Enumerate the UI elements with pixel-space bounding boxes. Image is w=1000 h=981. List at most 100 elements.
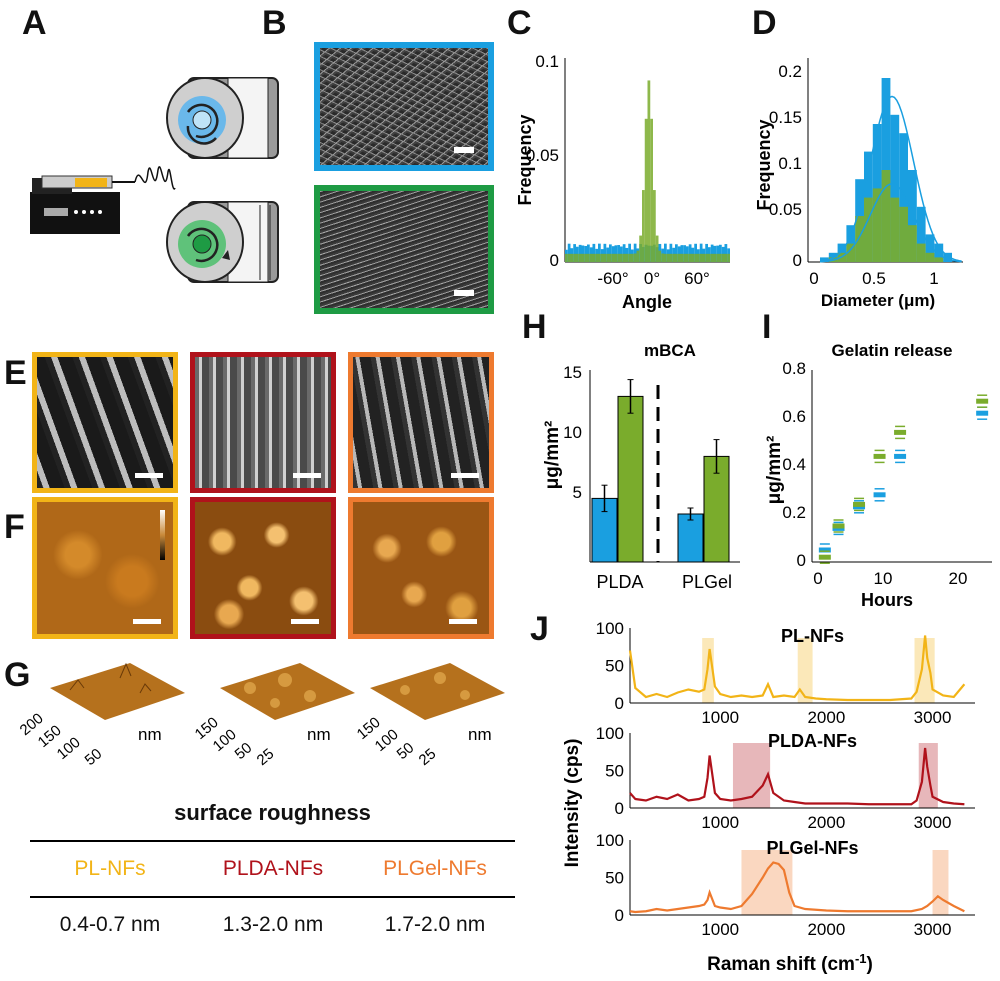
histogram-bar-green bbox=[699, 253, 703, 262]
histogram-bar-green bbox=[567, 253, 571, 262]
histogram-bar-green bbox=[631, 253, 634, 262]
histogram-bar-green bbox=[855, 216, 864, 262]
data-point bbox=[976, 398, 989, 404]
data-point bbox=[853, 501, 866, 507]
x-tick: 2000 bbox=[807, 708, 845, 727]
y-tick: 0 bbox=[615, 694, 624, 713]
spectrum-line bbox=[629, 747, 965, 806]
histogram-bar-green bbox=[570, 253, 574, 262]
afm-image-pl-nfs bbox=[32, 497, 178, 639]
bar bbox=[677, 513, 704, 563]
y-tick: 5 bbox=[573, 483, 582, 502]
histogram-bar-blue bbox=[820, 257, 829, 262]
x-axis-label-text: Raman shift (cm bbox=[707, 954, 855, 975]
axis-unit: nm bbox=[307, 725, 331, 744]
y-tick: 100 bbox=[596, 831, 624, 850]
histogram-bar-green bbox=[716, 253, 719, 262]
x-axis-label: Hours bbox=[861, 590, 913, 610]
rotating-drum-aligned bbox=[166, 201, 279, 283]
table-header-pl-nfs: PL-NFs bbox=[74, 857, 146, 880]
histogram-bar-green bbox=[628, 253, 631, 262]
x-tick: 3000 bbox=[914, 920, 952, 939]
histogram-bar-green bbox=[592, 253, 596, 262]
chart-title: mBCA bbox=[644, 341, 696, 360]
histogram-bar-green bbox=[589, 253, 593, 262]
histogram-bar-blue bbox=[614, 245, 618, 262]
histogram-bar-blue bbox=[598, 243, 601, 262]
histogram-bar-blue bbox=[719, 244, 722, 262]
x-tick: -60° bbox=[597, 269, 628, 288]
histogram-bar-green bbox=[705, 253, 708, 262]
histogram-bar-green bbox=[606, 253, 609, 262]
panel-label-i: I bbox=[762, 308, 772, 346]
panel-label-b: B bbox=[262, 4, 287, 42]
histogram-bar-blue bbox=[633, 243, 637, 262]
histogram-bar-blue bbox=[664, 243, 667, 262]
x-tick: 2000 bbox=[807, 920, 845, 939]
histogram-bar-green bbox=[727, 253, 730, 262]
y-tick: 0.1 bbox=[778, 154, 802, 173]
y-axis-label: Frequency bbox=[754, 119, 774, 210]
table-mid-rule bbox=[30, 896, 515, 898]
histogram-bar-blue bbox=[622, 244, 626, 262]
histogram-bar-green bbox=[697, 253, 700, 262]
mbca-bar-chart: mBCA 15 10 5 PLDA PLGel μg/mm² bbox=[542, 341, 740, 592]
histogram-bar-green bbox=[691, 253, 695, 262]
x-axis-label-sup: -1 bbox=[855, 951, 867, 966]
axis-unit: nm bbox=[468, 725, 492, 744]
histogram-bar-green bbox=[600, 253, 604, 262]
histogram-bar-blue bbox=[592, 243, 596, 262]
histogram-bar-blue bbox=[675, 244, 678, 262]
category-label: PLGel bbox=[682, 572, 732, 592]
x-axis-label: Angle bbox=[622, 292, 672, 312]
y-tick: 0.2 bbox=[782, 503, 806, 522]
scale-bar bbox=[293, 473, 321, 478]
histogram-bar-green bbox=[581, 253, 585, 262]
histogram-bar-blue bbox=[710, 244, 714, 262]
histogram-bar-green bbox=[633, 253, 637, 262]
histogram-bar-green bbox=[609, 253, 612, 262]
subplot-title: PL-NFs bbox=[781, 626, 844, 646]
histogram-bar-green bbox=[636, 250, 640, 262]
afm-color-scale bbox=[160, 510, 165, 560]
panel-label-e: E bbox=[4, 354, 27, 392]
panel-label-c: C bbox=[507, 4, 532, 42]
x-tick: 3000 bbox=[914, 708, 952, 727]
histogram-bar-blue bbox=[680, 245, 684, 262]
x-axis-label-close: ) bbox=[867, 954, 873, 975]
afm-3d-topography: 200 150 100 50 nm 150 100 50 25 nm 150 1… bbox=[17, 662, 505, 769]
y-tick: 10 bbox=[563, 423, 582, 442]
histogram-bar-green bbox=[672, 253, 675, 262]
x-tick: 0 bbox=[809, 269, 818, 288]
angle-histogram-chart: 0.1 0.05 0 -60° 0° 60° Angle Frequency bbox=[515, 52, 730, 312]
histogram-bar-green bbox=[598, 253, 601, 262]
histogram-bar-green bbox=[603, 253, 607, 262]
histogram-bar-green bbox=[620, 253, 623, 262]
histogram-bar-green bbox=[653, 190, 656, 262]
histogram-bar-green bbox=[899, 206, 908, 262]
histogram-bar-blue bbox=[925, 234, 935, 262]
table-cell-plda-nfs: 1.3-2.0 nm bbox=[222, 913, 324, 936]
topography-pl-nfs: 200 150 100 50 nm bbox=[17, 662, 185, 769]
bar bbox=[617, 395, 644, 563]
z-tick: 25 bbox=[416, 745, 440, 769]
histogram-bar-green bbox=[724, 253, 728, 262]
subplot-title: PLGel-NFs bbox=[766, 838, 858, 858]
histogram-bar-green bbox=[680, 253, 684, 262]
panel-label-h: H bbox=[522, 308, 547, 346]
histogram-bar-blue bbox=[669, 243, 673, 262]
z-tick: 50 bbox=[82, 745, 106, 769]
histogram-bar-blue bbox=[578, 244, 582, 262]
y-tick: 0 bbox=[550, 251, 559, 270]
gelatin-release-chart: Gelatin release 0 0.2 0.4 0.6 0.8 0 10 2… bbox=[764, 341, 992, 610]
histogram-bar-green bbox=[677, 253, 681, 262]
histogram-bar-blue bbox=[724, 244, 728, 262]
x-tick: 1 bbox=[929, 269, 938, 288]
histogram-bar-green bbox=[934, 257, 944, 262]
x-tick: 20 bbox=[949, 569, 968, 588]
histogram-bar-green bbox=[642, 190, 645, 262]
histogram-bar-blue bbox=[609, 244, 612, 262]
histogram-bar-green bbox=[658, 250, 662, 262]
y-axis-label: Frequency bbox=[515, 114, 535, 205]
